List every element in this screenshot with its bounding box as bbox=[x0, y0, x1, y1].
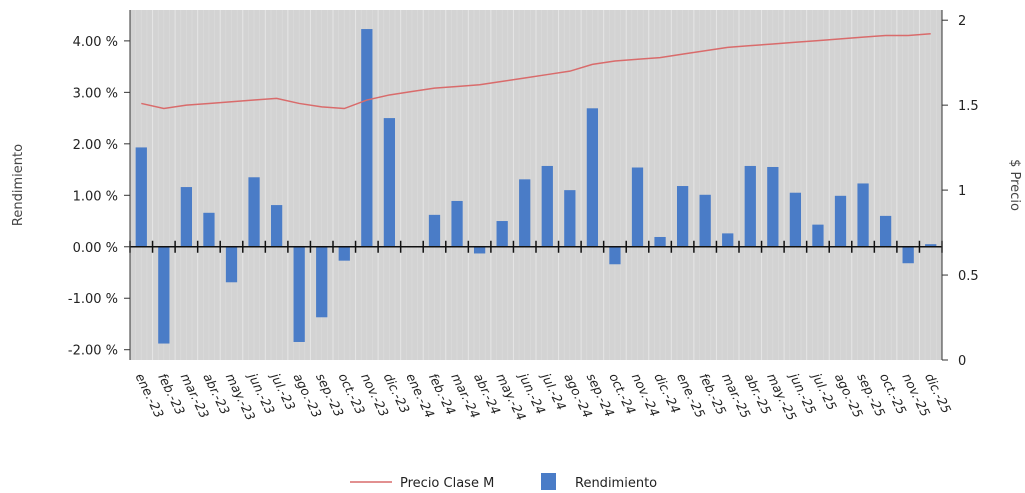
price-line bbox=[141, 33, 931, 110]
bar-rendimiento bbox=[902, 246, 914, 264]
bar-rendimiento bbox=[586, 108, 599, 247]
bar-rendimiento bbox=[857, 183, 869, 247]
bar-rendimiento bbox=[496, 221, 508, 247]
bar-rendimiento bbox=[225, 246, 238, 283]
bar-rendimiento bbox=[135, 147, 147, 247]
right-tick-label: 0 bbox=[958, 354, 966, 369]
left-tick-label: -2.00 % bbox=[68, 344, 118, 359]
bar-rendimiento bbox=[451, 200, 463, 247]
bar-rendimiento bbox=[699, 194, 711, 247]
y2-axis-title: $ Precio bbox=[1007, 159, 1022, 211]
y-axis-title: Rendimiento bbox=[11, 144, 26, 226]
bar-rendimiento bbox=[338, 246, 350, 261]
right-tick-label: 0.5 bbox=[958, 269, 979, 284]
left-tick-label: 4.00 % bbox=[73, 35, 118, 50]
bar-rendimiento bbox=[180, 187, 193, 247]
bar-rendimiento bbox=[248, 177, 260, 247]
bar-rendimiento bbox=[158, 246, 170, 344]
left-tick-label: 2.00 % bbox=[73, 138, 118, 153]
left-tick-label: -1.00 % bbox=[68, 292, 118, 307]
bar-rendimiento bbox=[428, 214, 441, 247]
bar-rendimiento bbox=[744, 165, 756, 247]
bar-rendimiento bbox=[519, 179, 531, 247]
bar-rendimiento bbox=[925, 244, 937, 247]
bar-rendimiento bbox=[609, 246, 621, 265]
bar-rendimiento bbox=[789, 192, 802, 247]
left-tick-label: 3.00 % bbox=[73, 86, 118, 101]
bar-rendimiento bbox=[722, 233, 734, 247]
legend-bar-swatch bbox=[541, 473, 556, 490]
x-axis-ticks: ene.-23feb.-23mar.-23abr.-23may.-23jun.-… bbox=[133, 369, 955, 423]
bar-rendimiento bbox=[812, 224, 824, 247]
bar-rendimiento bbox=[676, 186, 689, 247]
right-axis-ticks: 2 1.5 1 0.5 0 bbox=[942, 14, 979, 369]
bar-rendimiento bbox=[879, 215, 892, 247]
bar-rendimiento bbox=[316, 246, 328, 318]
bar-rendimiento bbox=[767, 166, 779, 247]
legend-label-precio: Precio Clase M bbox=[400, 476, 494, 491]
left-axis-ticks: 4.00 % 3.00 % 2.00 % 1.00 % 0.00 % -1.00 % -2.… bbox=[68, 35, 130, 359]
bar-rendimiento bbox=[654, 236, 666, 247]
legend-label-rendimiento: Rendimiento bbox=[575, 476, 657, 491]
bar-rendimiento bbox=[834, 195, 847, 247]
bar-rendimiento bbox=[473, 246, 486, 254]
bar-rendimiento bbox=[361, 29, 373, 247]
right-tick-label: 1.5 bbox=[958, 99, 979, 114]
bar-rendimiento bbox=[383, 118, 396, 247]
bar-rendimiento bbox=[541, 165, 553, 247]
bar-rendimiento bbox=[293, 246, 305, 342]
bar-rendimiento bbox=[203, 212, 215, 247]
left-tick-label: 0.00 % bbox=[73, 241, 118, 256]
right-tick-label: 2 bbox=[958, 14, 966, 29]
bars bbox=[135, 29, 937, 344]
bar-rendimiento bbox=[564, 190, 576, 247]
line-precio-clase-m bbox=[141, 33, 931, 110]
bar-rendimiento bbox=[631, 167, 644, 247]
left-tick-label: 1.00 % bbox=[73, 189, 118, 204]
bar-rendimiento bbox=[270, 205, 283, 247]
legend: Precio Clase M Rendimiento bbox=[350, 473, 657, 491]
right-tick-label: 1 bbox=[958, 184, 966, 199]
